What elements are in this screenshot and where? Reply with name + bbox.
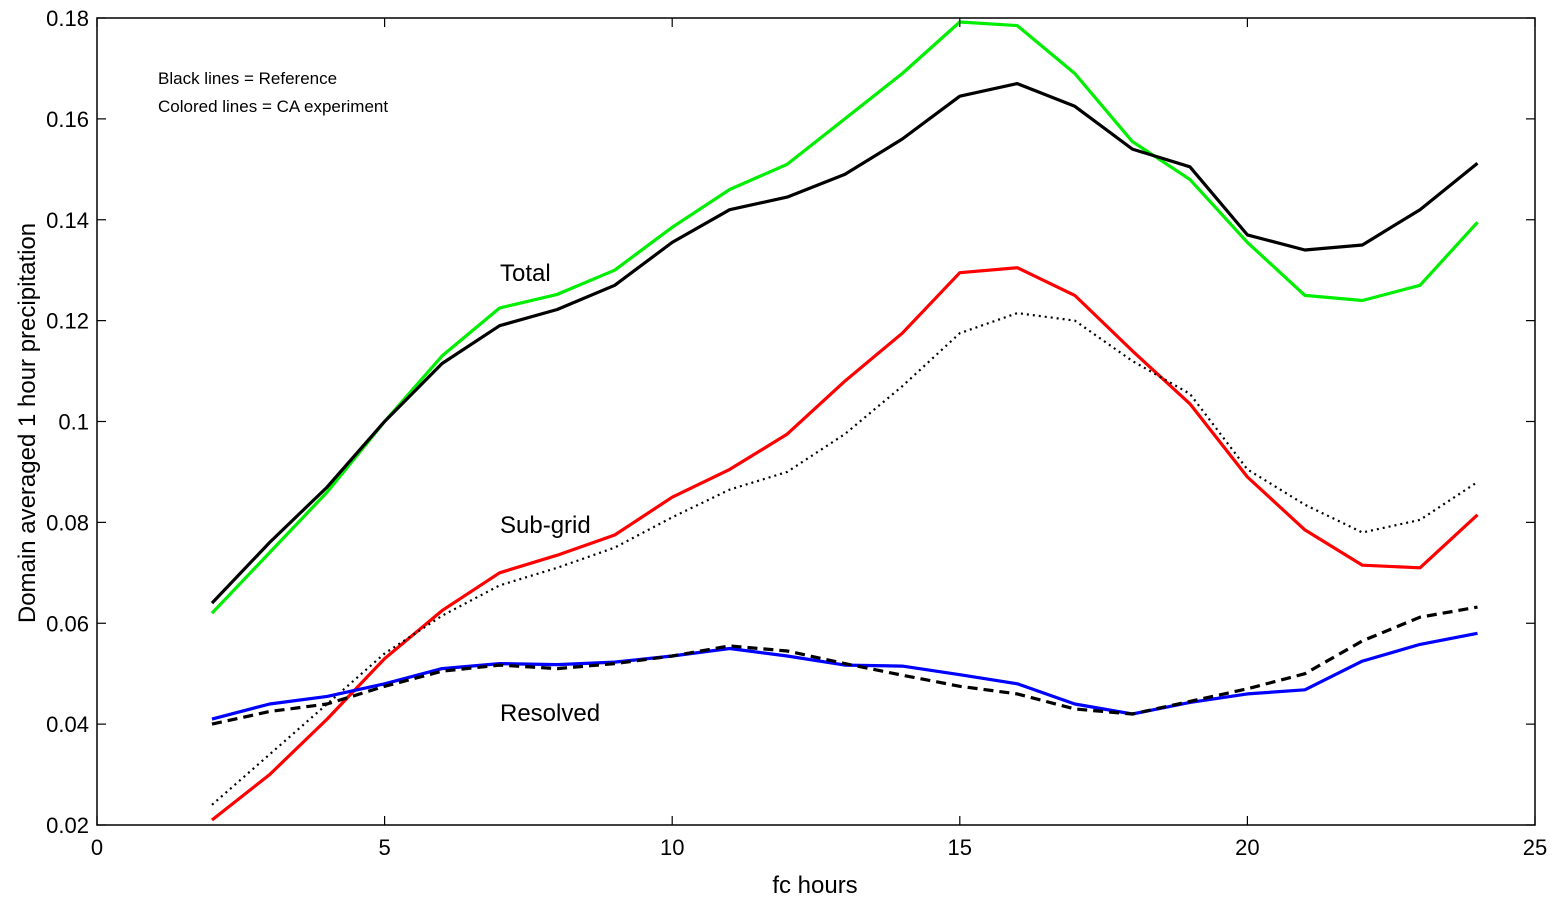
ticks-layer: 0 5 10 15 20 25 0.02 0.04 0.06 0.08 0.1 0.12 0.14 0.1… <box>46 6 1547 860</box>
x-tick-label: 20 <box>1235 835 1259 860</box>
y-tick-label: 0.08 <box>46 510 89 535</box>
y-tick-label: 0.04 <box>46 712 89 737</box>
x-tick-label: 5 <box>378 835 390 860</box>
resolved-label: Resolved <box>500 700 600 727</box>
series-line-total-reference <box>210 81 1479 605</box>
x-axis-title: fc hours <box>772 872 857 899</box>
y-tick-label: 0.14 <box>46 208 89 233</box>
series-layer <box>210 20 1479 822</box>
total-label: Total <box>500 260 551 287</box>
y-axis-title: Domain averaged 1 hour precipitation <box>14 223 41 623</box>
y-tick-label: 0.16 <box>46 107 89 132</box>
subgrid-label: Sub-grid <box>500 512 591 539</box>
y-tick-label: 0.1 <box>58 410 89 435</box>
series-line-resolved-reference <box>211 605 1478 726</box>
series-line-subgrid-ca <box>211 266 1479 822</box>
x-tick-label: 0 <box>91 835 103 860</box>
legend-note-reference: Black lines = Reference <box>158 69 337 88</box>
x-tick-label: 15 <box>948 835 972 860</box>
y-tick-label: 0.02 <box>46 813 89 838</box>
series-line-subgrid-reference <box>211 312 1479 806</box>
x-tick-label: 25 <box>1523 835 1547 860</box>
y-tick-label: 0.18 <box>46 6 89 31</box>
y-tick-label: 0.06 <box>46 611 89 636</box>
y-tick-label: 0.12 <box>46 309 89 334</box>
legend-note-experiment: Colored lines = CA experiment <box>158 97 388 116</box>
plot-frame <box>96 17 1536 826</box>
series-line-total-ca <box>210 20 1479 615</box>
x-tick-label: 10 <box>660 835 684 860</box>
